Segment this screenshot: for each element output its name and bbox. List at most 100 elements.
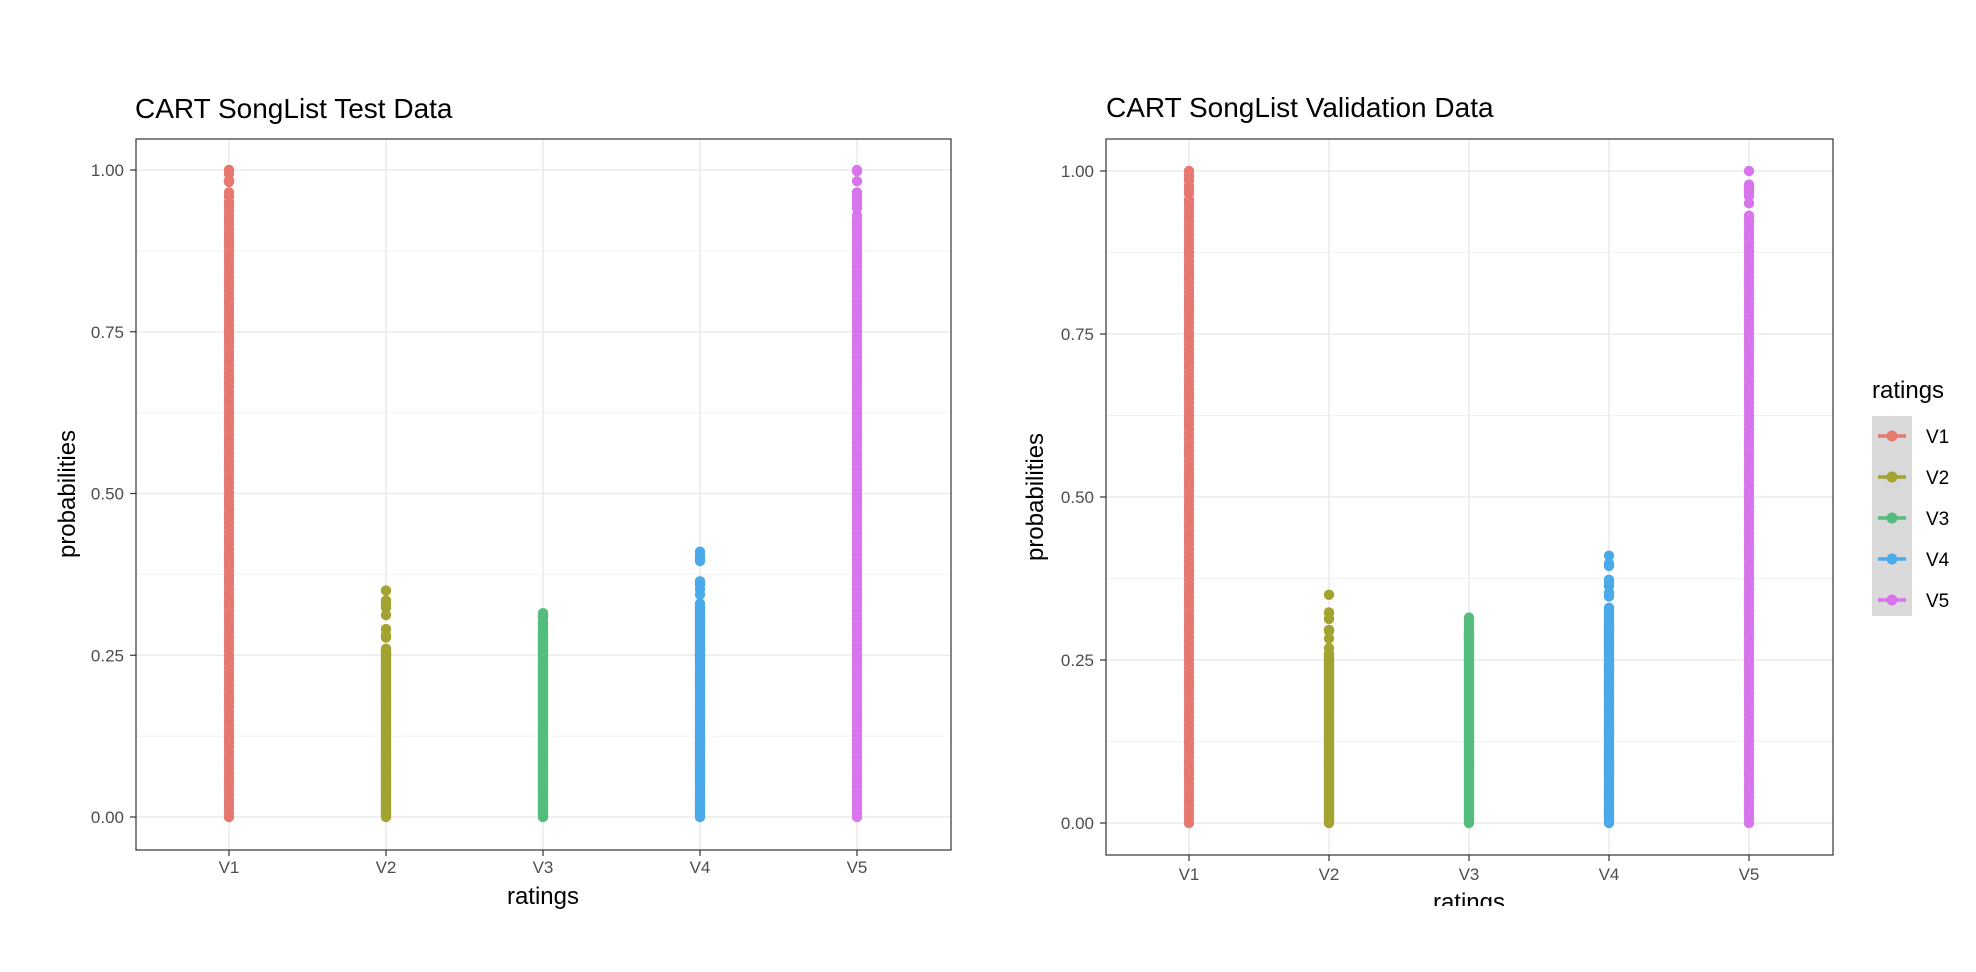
chart-title: CART SongList Test Data: [135, 93, 453, 124]
y-tick-label: 1.00: [1061, 162, 1094, 181]
data-point: [694, 546, 706, 557]
chart-title: CART SongList Validation Data: [1106, 92, 1494, 123]
series-v3: [537, 607, 549, 823]
data-point: [694, 576, 706, 587]
data-point: [851, 175, 863, 187]
legend-point-key: [1886, 594, 1898, 606]
data-point: [694, 555, 706, 567]
data-point: [1463, 628, 1475, 640]
y-axis: 0.00 0.25 0.50 0.75 1.00: [91, 161, 136, 827]
data-point: [851, 188, 863, 200]
x-tick-label: V3: [1459, 865, 1480, 884]
crop-mask: [1300, 906, 1700, 972]
data-point: [380, 609, 392, 621]
data-point: [1183, 175, 1195, 186]
legend-item-v3: V3: [1878, 509, 1949, 530]
data-point: [380, 585, 392, 596]
data-point: [1183, 194, 1195, 206]
x-tick-label: V4: [1599, 865, 1620, 884]
data-point: [380, 643, 392, 654]
data-point: [694, 589, 706, 600]
x-tick-label: V3: [533, 858, 554, 877]
data-point: [1323, 607, 1335, 618]
y-tick-label: 0.00: [1061, 814, 1094, 833]
legend-point-key: [1886, 430, 1898, 442]
series-v1: [1183, 165, 1195, 829]
series-v1: [223, 164, 235, 823]
legend-title: ratings: [1872, 377, 1944, 404]
data-point: [851, 199, 863, 211]
data-point: [1603, 602, 1615, 614]
data-point: [851, 164, 863, 176]
data-points: [223, 164, 863, 823]
series-v5: [1743, 165, 1755, 829]
x-tick-label: V1: [219, 858, 240, 877]
data-point: [223, 164, 235, 176]
data-point: [223, 191, 235, 202]
legend-point-key: [1886, 553, 1898, 565]
x-tick-label: V5: [1739, 865, 1760, 884]
legend-label: V5: [1926, 591, 1949, 612]
x-tick-label: V1: [1179, 865, 1200, 884]
data-point: [1323, 642, 1335, 654]
y-axis-title: probabilities: [54, 430, 81, 558]
y-tick-label: 0.25: [91, 646, 124, 665]
y-tick-label: 0.75: [1061, 325, 1094, 344]
data-point: [1603, 550, 1615, 561]
x-tick-label: V4: [690, 858, 711, 877]
data-point: [380, 597, 392, 608]
x-axis: V1 V2 V3 V4 V5: [1179, 855, 1760, 884]
y-tick-label: 0.25: [1061, 651, 1094, 670]
legend-label: V1: [1926, 427, 1949, 448]
legend-item-v1: V1: [1878, 427, 1949, 448]
chart-panel-validation: CART SongList Validation Data 0.000.250.…: [1022, 92, 1834, 916]
x-tick-label: V2: [1319, 865, 1340, 884]
legend-point-key: [1886, 471, 1898, 483]
data-point: [1743, 198, 1755, 209]
series-v5: [851, 164, 863, 823]
data-point: [1183, 165, 1195, 177]
data-point: [537, 607, 549, 619]
data-point: [851, 210, 863, 221]
chart-panel-test: CART SongList Test Data 0.00 0.25 0.50 0.75…: [54, 93, 952, 910]
y-axis-title: probabilities: [1022, 433, 1049, 561]
x-tick-label: V2: [376, 858, 397, 877]
legend-point-key: [1886, 512, 1898, 524]
legend-label: V2: [1926, 468, 1949, 489]
y-axis: 0.00 0.25 0.50 0.75 1.00: [1061, 162, 1106, 833]
y-tick-label: 1.00: [91, 161, 124, 180]
y-tick-label: 0.50: [1061, 488, 1094, 507]
x-axis: V1 V2 V3 V4 V5: [219, 850, 868, 877]
data-point: [1323, 589, 1335, 600]
data-point: [1323, 633, 1335, 644]
legend: ratings V1 V2 V3 V4 V5: [1872, 377, 1950, 616]
data-point: [1603, 558, 1615, 569]
data-point: [1743, 165, 1755, 177]
data-point: [380, 629, 392, 641]
series-v3: [1463, 612, 1475, 829]
y-tick-label: 0.50: [91, 485, 124, 504]
x-tick-label: V5: [847, 858, 868, 877]
legend-label: V4: [1926, 550, 1950, 571]
legend-item-v5: V5: [1878, 591, 1949, 612]
legend-label: V3: [1926, 509, 1949, 530]
data-points: [1183, 165, 1755, 829]
series-v2: [1323, 589, 1335, 829]
data-point: [537, 618, 549, 629]
data-point: [1463, 612, 1475, 623]
data-point: [1603, 591, 1615, 602]
x-axis-title: ratings: [507, 883, 579, 910]
series-v4: [694, 546, 706, 823]
y-tick-label: 0.75: [91, 323, 124, 342]
data-point: [694, 598, 706, 609]
series-v2: [380, 585, 392, 823]
legend-item-v2: V2: [1878, 468, 1949, 489]
data-point: [1603, 574, 1615, 585]
legend-item-v4: V4: [1878, 550, 1950, 571]
y-tick-label: 0.00: [91, 808, 124, 827]
data-point: [1743, 210, 1755, 221]
data-point: [1323, 624, 1335, 636]
series-v4: [1603, 550, 1615, 829]
data-point: [1743, 181, 1755, 192]
